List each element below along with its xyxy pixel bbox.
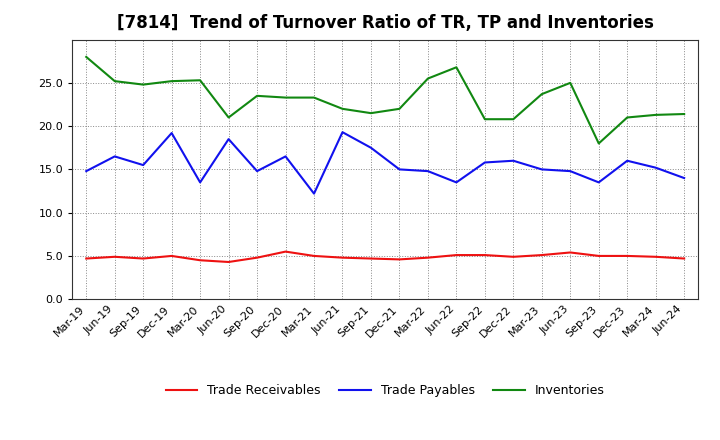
Inventories [366,110,375,116]
Trade Payables [196,180,204,185]
Trade Payables [480,160,489,165]
Inventories [282,95,290,100]
Inventories [167,78,176,84]
Inventories [82,54,91,59]
Trade Receivables [366,256,375,261]
Trade Receivables [680,256,688,261]
Trade Receivables [423,255,432,260]
Trade Receivables [623,253,631,259]
Inventories [423,76,432,81]
Inventories [623,115,631,120]
Trade Payables [537,167,546,172]
Trade Receivables [537,253,546,258]
Trade Payables [253,169,261,174]
Trade Payables [282,154,290,159]
Line: Inventories: Inventories [86,57,684,143]
Trade Receivables [82,256,91,261]
Inventories [110,78,119,84]
Inventories [395,106,404,111]
Trade Payables [110,154,119,159]
Line: Trade Payables: Trade Payables [86,132,684,194]
Title: [7814]  Trend of Turnover Ratio of TR, TP and Inventories: [7814] Trend of Turnover Ratio of TR, TP… [117,15,654,33]
Trade Receivables [139,256,148,261]
Trade Receivables [196,258,204,263]
Trade Payables [82,169,91,174]
Trade Receivables [652,254,660,260]
Trade Payables [338,129,347,135]
Inventories [452,65,461,70]
Trade Payables [139,162,148,168]
Trade Payables [310,191,318,196]
Trade Receivables [566,250,575,255]
Inventories [139,82,148,87]
Trade Receivables [310,253,318,259]
Inventories [566,80,575,85]
Trade Receivables [167,253,176,259]
Trade Payables [395,167,404,172]
Inventories [310,95,318,100]
Trade Receivables [395,257,404,262]
Trade Receivables [509,254,518,260]
Trade Payables [680,176,688,181]
Trade Payables [167,130,176,136]
Trade Receivables [282,249,290,254]
Line: Trade Receivables: Trade Receivables [86,252,684,262]
Inventories [680,111,688,117]
Trade Receivables [480,253,489,258]
Trade Payables [595,180,603,185]
Inventories [509,117,518,122]
Inventories [595,141,603,146]
Trade Receivables [452,253,461,258]
Trade Payables [566,169,575,174]
Trade Payables [652,165,660,170]
Trade Payables [623,158,631,163]
Legend: Trade Receivables, Trade Payables, Inventories: Trade Receivables, Trade Payables, Inven… [161,379,610,402]
Inventories [225,115,233,120]
Inventories [196,77,204,83]
Inventories [652,112,660,117]
Inventories [253,93,261,99]
Trade Receivables [225,259,233,264]
Inventories [338,106,347,111]
Trade Receivables [110,254,119,260]
Trade Receivables [595,253,603,259]
Trade Receivables [253,255,261,260]
Inventories [537,92,546,97]
Trade Receivables [338,255,347,260]
Inventories [480,117,489,122]
Trade Payables [366,145,375,150]
Trade Payables [225,136,233,142]
Trade Payables [452,180,461,185]
Trade Payables [423,169,432,174]
Trade Payables [509,158,518,163]
